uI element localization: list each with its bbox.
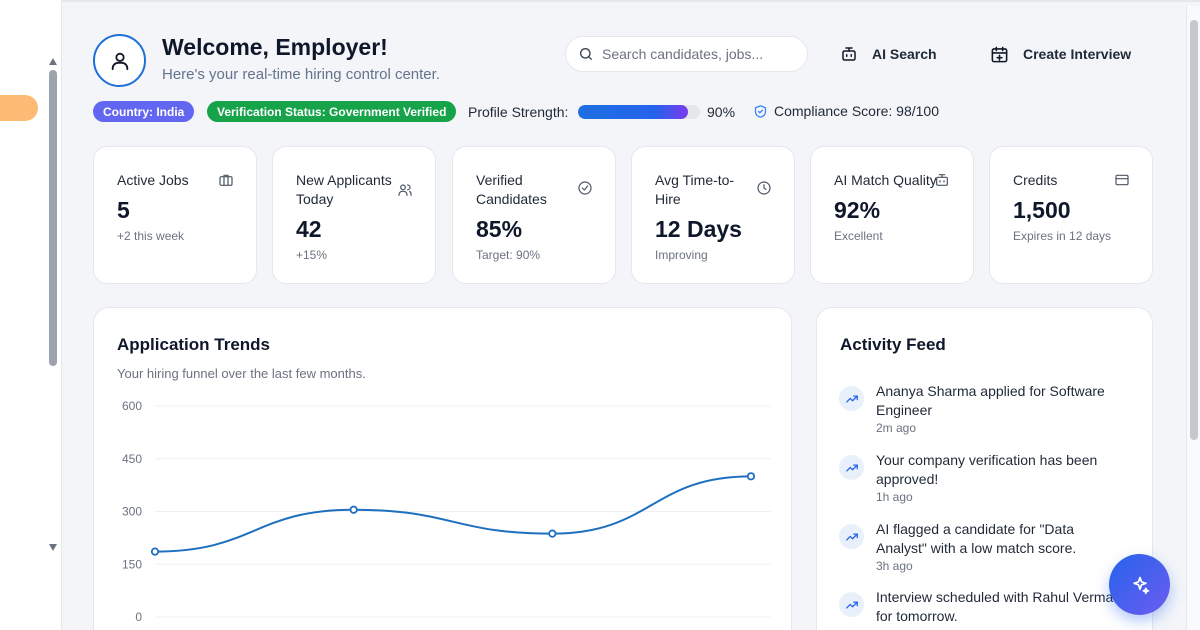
stat-label: Active Jobs <box>117 172 189 188</box>
briefcase-icon <box>219 174 233 186</box>
profile-strength-bar <box>578 105 700 119</box>
stat-value: 12 Days <box>655 216 742 242</box>
stat-label: Credits <box>1013 172 1058 188</box>
country-badge: Country: India <box>93 101 195 122</box>
y-tick-label: 0 <box>135 610 142 624</box>
stat-card-credits[interactable]: Credits 1,500 Expires in 12 days <box>989 146 1153 284</box>
stat-value: 5 <box>117 197 130 223</box>
stat-card-ai-match-quality[interactable]: AI Match Quality 92% Excellent <box>810 146 974 284</box>
page-title: Welcome, Employer! <box>162 34 388 60</box>
stat-label: AI Match Quality <box>834 172 937 188</box>
series-line <box>154 475 752 553</box>
feed-title: Activity Feed <box>840 335 946 354</box>
page-subtitle: Here's your real-time hiring control cen… <box>162 66 440 83</box>
y-tick-label: 150 <box>122 557 142 571</box>
profile-strength-fill <box>578 105 688 119</box>
stat-sub: Excellent <box>834 229 883 243</box>
trending-up-icon <box>839 386 864 411</box>
search-box[interactable] <box>565 36 808 72</box>
stat-sub: Expires in 12 days <box>1013 229 1112 243</box>
stat-value: 42 <box>296 216 322 242</box>
credit-card-icon <box>1115 174 1129 186</box>
trends-subtitle: Your hiring funnel over the last few mon… <box>117 366 366 381</box>
profile-strength-label: Profile Strength: <box>468 104 569 120</box>
compliance-score: Compliance Score: 98/100 <box>753 103 939 119</box>
data-point[interactable] <box>150 547 160 556</box>
data-point[interactable] <box>746 472 756 481</box>
y-tick-label: 450 <box>122 452 142 466</box>
stat-card-verified-candidates[interactable]: Verified Candidates 85% Target: 90% <box>452 146 616 284</box>
feed-item-text: Interview scheduled with Rahul Verma for… <box>876 589 1114 624</box>
feed-item-time: 3h ago <box>876 559 913 573</box>
sidebar <box>0 0 62 630</box>
scroll-down-arrow-icon[interactable] <box>49 544 57 551</box>
sidebar-scrollbar[interactable] <box>46 58 60 552</box>
stat-sub: +15% <box>296 248 328 262</box>
feed-item-time: 1h ago <box>876 490 913 504</box>
stat-label: Avg Time-to-Hire <box>655 172 735 207</box>
feed-item[interactable]: Interview scheduled with Rahul Verma for… <box>839 588 1116 627</box>
application-trends-panel: Application Trends Your hiring funnel ov… <box>93 307 792 630</box>
shield-check-icon <box>754 104 767 118</box>
stat-card-time-to-hire[interactable]: Avg Time-to-Hire 12 Days Improving <box>631 146 795 284</box>
stat-card-new-applicants[interactable]: New Applicants Today 42 +15% <box>272 146 436 284</box>
feed-item-text: AI flagged a candidate for "Data Analyst… <box>876 521 1077 556</box>
bot-icon <box>842 47 856 61</box>
trending-up-icon <box>839 592 864 617</box>
check-circle-icon <box>578 181 592 195</box>
stat-value: 92% <box>834 197 881 223</box>
feed-item[interactable]: AI flagged a candidate for "Data Analyst… <box>839 520 1098 573</box>
y-tick-label: 300 <box>122 505 142 519</box>
compliance-score-text: Compliance Score: 98/100 <box>774 103 939 119</box>
search-icon <box>580 48 592 60</box>
stat-label: New Applicants Today <box>296 172 392 207</box>
create-interview-label: Create Interview <box>1023 46 1132 62</box>
stat-sub: Target: 90% <box>476 248 541 262</box>
trends-title: Application Trends <box>117 335 271 354</box>
data-point[interactable] <box>548 529 557 538</box>
feed-item[interactable]: Your company verification has been appro… <box>839 451 1121 504</box>
trending-up-icon <box>839 524 864 549</box>
y-tick-label: 600 <box>122 399 142 413</box>
sidebar-active-indicator[interactable] <box>0 95 38 121</box>
data-point[interactable] <box>349 505 358 514</box>
stat-sub: Improving <box>655 248 708 262</box>
ai-assistant-button[interactable] <box>1109 554 1170 615</box>
top-divider <box>62 0 1200 2</box>
sparkles-icon <box>1132 576 1149 594</box>
sidebar-scroll-thumb[interactable] <box>49 70 57 366</box>
bot-icon <box>936 174 948 186</box>
feed-item-text: Your company verification has been appro… <box>876 452 1098 487</box>
avatar[interactable] <box>93 34 146 87</box>
feed-item[interactable]: Ananya Sharma applied for Software Engin… <box>839 382 1121 435</box>
feed-item-time: 2m ago <box>876 421 917 435</box>
scroll-up-arrow-icon[interactable] <box>49 58 57 65</box>
stat-value: 85% <box>476 216 523 242</box>
stat-card-active-jobs[interactable]: Active Jobs 5 +2 this week <box>93 146 257 284</box>
ai-search-button[interactable]: AI Search <box>840 42 937 66</box>
calendar-plus-icon <box>991 46 1008 62</box>
trending-up-icon <box>839 455 864 480</box>
activity-feed-panel: Activity Feed Ananya Sharma applied for … <box>816 307 1153 630</box>
stat-label: Verified Candidates <box>476 172 547 207</box>
stat-sub: +2 this week <box>117 229 185 243</box>
feed-item-text: Ananya Sharma applied for Software Engin… <box>876 383 1105 418</box>
verification-badge: Verification Status: Government Verified <box>207 101 457 122</box>
profile-strength-value: 90% <box>707 104 736 120</box>
user-icon <box>111 52 128 70</box>
users-icon <box>398 184 412 196</box>
search-input[interactable] <box>602 46 792 62</box>
create-interview-button[interactable]: Create Interview <box>990 42 1131 66</box>
application-trends-chart[interactable]: 0 150 300 450 600 <box>94 308 793 630</box>
page-scroll-thumb[interactable] <box>1190 20 1198 440</box>
stat-value: 1,500 <box>1013 197 1071 223</box>
ai-search-label: AI Search <box>872 46 937 62</box>
page-scrollbar[interactable] <box>1186 6 1200 630</box>
clock-icon <box>757 181 771 195</box>
